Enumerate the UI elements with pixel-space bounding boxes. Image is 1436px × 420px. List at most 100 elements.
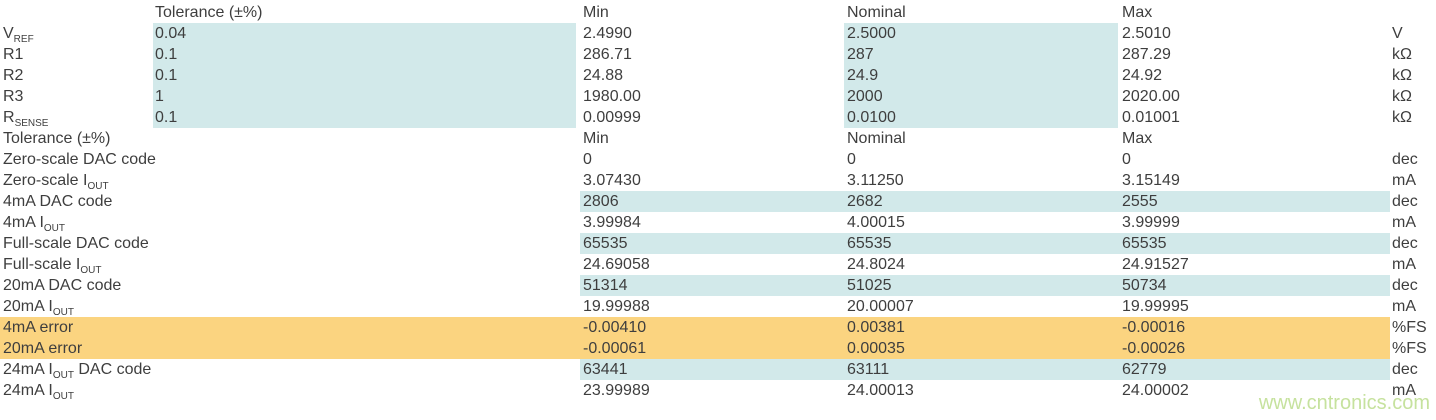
table-row: 24mA IOUT DAC code 63441 63111 62779 dec bbox=[0, 359, 1436, 382]
cell-max: 2555 bbox=[1122, 193, 1158, 210]
cell-min: 3.99984 bbox=[583, 214, 641, 231]
row-highlight bbox=[580, 191, 1390, 212]
table-row: R2 0.1 24.88 24.9 24.92 kΩ bbox=[0, 65, 1436, 86]
cell-label: 24mA IOUT DAC code bbox=[3, 359, 151, 382]
label-text: Zero-scale DAC code bbox=[3, 151, 156, 168]
label-text: 4mA error bbox=[3, 319, 74, 336]
label-subscript: OUT bbox=[52, 391, 74, 402]
tolerance-analysis-table: Tolerance (±%) Min Nominal Max VREF 0.04 2.499… bbox=[0, 2, 1436, 403]
cell-max: 287.29 bbox=[1122, 46, 1171, 63]
row-highlight bbox=[844, 107, 1118, 128]
label-subscript: OUT bbox=[80, 265, 102, 276]
watermark-text: www.cntronics.com bbox=[1258, 392, 1430, 414]
cell-min: 63441 bbox=[583, 361, 628, 378]
cell-nominal: 0.00381 bbox=[847, 319, 905, 336]
cell-max: 3.99999 bbox=[1122, 214, 1180, 231]
table-row: RSENSE 0.1 0.00999 0.0100 0.01001 kΩ bbox=[0, 107, 1436, 130]
row-highlight bbox=[153, 23, 576, 44]
row-highlight bbox=[153, 44, 576, 65]
label-text: R1 bbox=[3, 46, 24, 63]
label-text: Zero-scale I bbox=[3, 172, 88, 189]
cell-min: Min bbox=[583, 4, 609, 21]
cell-tolerance: 1 bbox=[155, 88, 164, 105]
cell-min: -0.00410 bbox=[583, 319, 647, 336]
label-text: DAC code bbox=[73, 361, 152, 378]
cell-unit: V bbox=[1392, 25, 1403, 42]
cell-nominal: 51025 bbox=[847, 277, 892, 294]
cell-min: 1980.00 bbox=[583, 88, 641, 105]
cell-max: 24.92 bbox=[1122, 67, 1163, 84]
label-text: 20mA error bbox=[3, 340, 83, 357]
cell-unit: dec bbox=[1392, 361, 1418, 378]
cell-min: Min bbox=[583, 130, 609, 147]
row-highlight bbox=[0, 338, 1390, 359]
cell-nominal: 3.11250 bbox=[847, 172, 904, 189]
cell-label: 4mA error bbox=[3, 317, 73, 338]
cell-unit: dec bbox=[1392, 151, 1418, 168]
cell-label: R1 bbox=[3, 44, 23, 65]
label-text: Full-scale DAC code bbox=[3, 235, 149, 252]
cell-tolerance: 0.1 bbox=[155, 67, 178, 84]
cell-min: -0.00061 bbox=[583, 340, 647, 357]
cell-label: VREF bbox=[3, 23, 34, 46]
cell-unit: mA bbox=[1392, 298, 1416, 315]
cell-nominal: 0.0100 bbox=[847, 109, 896, 126]
row-highlight bbox=[844, 44, 1118, 65]
cell-label: R3 bbox=[3, 86, 23, 107]
cell-nominal: 4.00015 bbox=[847, 214, 905, 231]
row-highlight bbox=[580, 359, 1390, 380]
table-row: 24mA IOUT 23.99989 24.00013 24.00002 mA bbox=[0, 380, 1436, 403]
header-row: Tolerance (±%) Min Nominal Max bbox=[0, 128, 1436, 149]
cell-label: 20mA DAC code bbox=[3, 275, 121, 296]
cell-nominal: 287 bbox=[847, 46, 874, 63]
cell-nominal: 20.00007 bbox=[847, 298, 914, 315]
cell-nominal: 65535 bbox=[847, 235, 892, 252]
label-subscript: OUT bbox=[52, 370, 74, 381]
cell-label: 20mA error bbox=[3, 338, 82, 359]
cell-unit: %FS bbox=[1392, 319, 1427, 336]
table-row: 4mA error -0.00410 0.00381 -0.00016 %FS bbox=[0, 317, 1436, 338]
label-text: R bbox=[3, 109, 15, 126]
cell-label: RSENSE bbox=[3, 107, 48, 130]
cell-label: 4mA IOUT bbox=[3, 212, 65, 235]
cell-nominal: 24.00013 bbox=[847, 382, 914, 399]
cell-nominal: Nominal bbox=[847, 4, 906, 21]
cell-nominal: 0 bbox=[847, 151, 856, 168]
cell-label: 24mA IOUT bbox=[3, 380, 74, 403]
cell-label: 20mA IOUT bbox=[3, 296, 74, 319]
cell-nominal: 24.9 bbox=[847, 67, 879, 84]
cell-label: Full-scale IOUT bbox=[3, 254, 101, 277]
cell-unit: dec bbox=[1392, 193, 1418, 210]
label-text: 4mA DAC code bbox=[3, 193, 113, 210]
cell-min: 19.99988 bbox=[583, 298, 650, 315]
row-highlight bbox=[580, 275, 1390, 296]
label-subscript: SENSE bbox=[14, 118, 49, 129]
cell-max: 2020.00 bbox=[1122, 88, 1180, 105]
cell-unit: kΩ bbox=[1392, 67, 1412, 84]
row-highlight bbox=[153, 65, 576, 86]
cell-nominal: 2000 bbox=[847, 88, 883, 105]
cell-max: Max bbox=[1122, 4, 1153, 21]
row-highlight bbox=[0, 317, 1390, 338]
cell-label: Full-scale DAC code bbox=[3, 233, 149, 254]
cell-tolerance: 0.1 bbox=[155, 109, 178, 126]
label-text: V bbox=[3, 25, 14, 42]
table-row: 20mA DAC code 51314 51025 50734 dec bbox=[0, 275, 1436, 296]
cell-label: Zero-scale IOUT bbox=[3, 170, 109, 193]
cell-max: 50734 bbox=[1122, 277, 1167, 294]
cell-nominal: 2682 bbox=[847, 193, 883, 210]
cell-min: 24.88 bbox=[583, 67, 624, 84]
row-highlight bbox=[844, 86, 1118, 107]
cell-max: 24.00002 bbox=[1122, 382, 1189, 399]
label-text: 24mA I bbox=[3, 361, 53, 378]
cell-nominal: 24.8024 bbox=[847, 256, 905, 273]
cell-unit: %FS bbox=[1392, 340, 1427, 357]
cell-nominal: 0.00035 bbox=[847, 340, 905, 357]
cell-label: Tolerance (±%) bbox=[3, 130, 111, 147]
cell-nominal: Nominal bbox=[847, 130, 906, 147]
cell-tolerance: 0.1 bbox=[155, 46, 178, 63]
cell-label: Zero-scale DAC code bbox=[3, 149, 156, 170]
table-row: 20mA error -0.00061 0.00035 -0.00026 %FS bbox=[0, 338, 1436, 359]
table-row: 20mA IOUT 19.99988 20.00007 19.99995 mA bbox=[0, 296, 1436, 319]
